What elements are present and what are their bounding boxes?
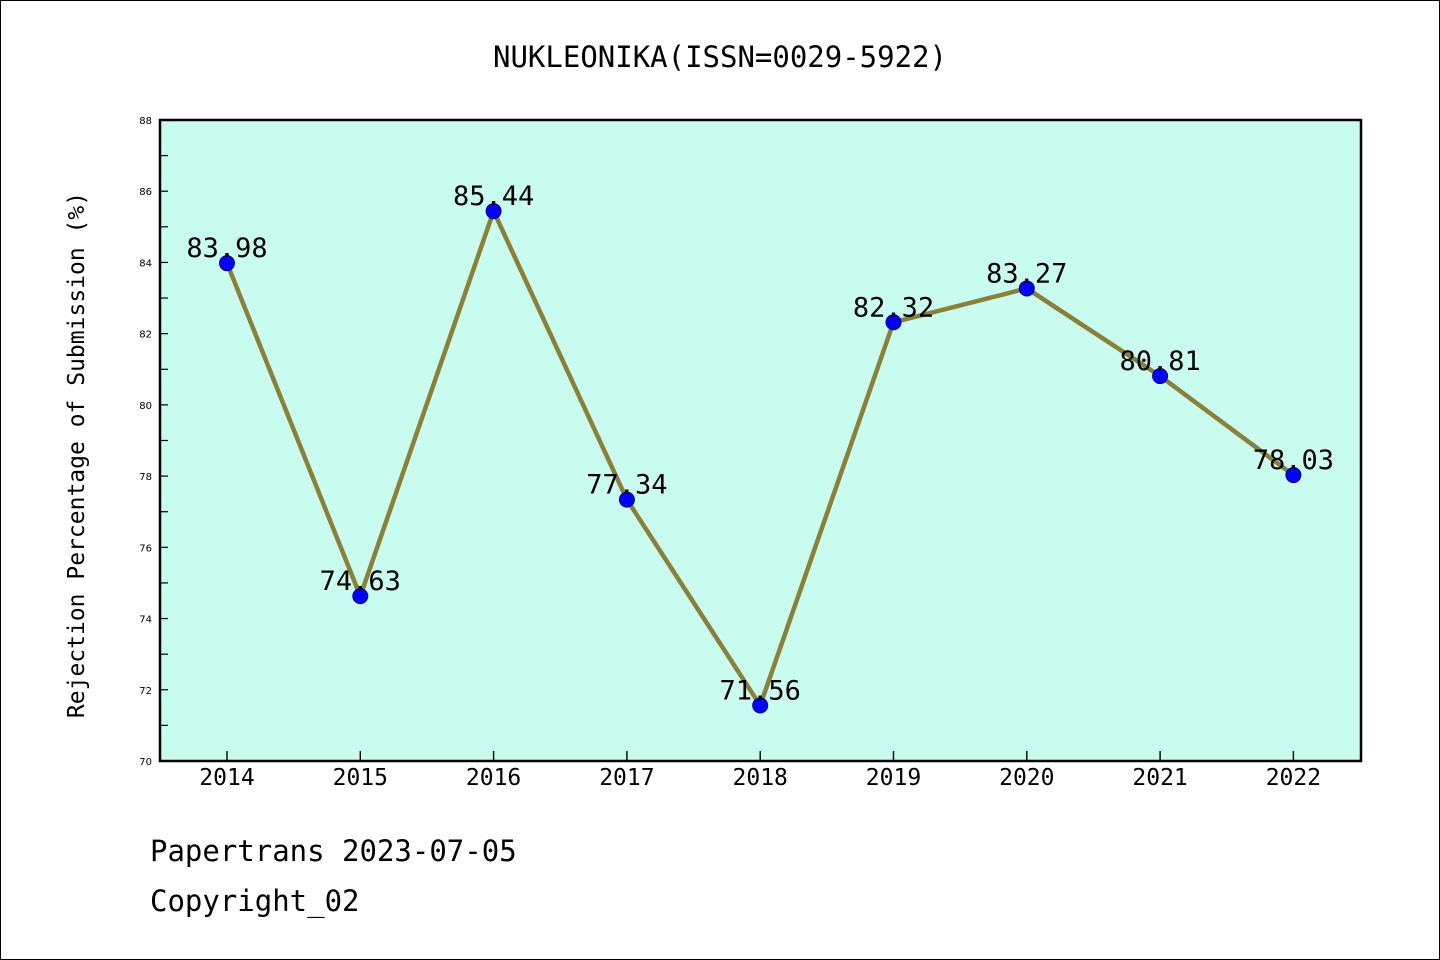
x-tick-label: 2020 (999, 765, 1054, 791)
y-axis: 70 72 74 76 78 80 82 84 86 88 (139, 116, 168, 768)
y-axis-label: Rejection Percentage of Submission (%) (64, 192, 90, 718)
y-tick-label: 78 (139, 472, 152, 483)
data-point (1018, 280, 1035, 297)
data-label: 85.44 (453, 181, 534, 212)
x-tick-label: 2017 (599, 765, 654, 791)
y-tick-label: 88 (139, 116, 152, 127)
data-label: 83.98 (186, 233, 267, 264)
y-tick-label: 86 (139, 187, 152, 198)
data-point (752, 697, 769, 714)
x-tick-label: 2019 (866, 765, 921, 791)
x-axis: 2014 2015 2016 2017 2018 2019 2020 2021 2022 (199, 751, 1321, 791)
y-tick-label: 80 (139, 401, 152, 412)
series-layer: 83.98 74.63 85.44 77.34 71.56 82.32 83.27 80.81… (186, 181, 1334, 714)
data-point (1285, 467, 1302, 484)
data-point (485, 203, 502, 220)
data-point (219, 255, 235, 272)
plot-area (158, 118, 1363, 763)
x-tick-label: 2014 (199, 765, 254, 791)
data-point (352, 588, 369, 605)
data-point (885, 314, 902, 331)
x-tick-label: 2021 (1132, 765, 1187, 791)
y-tick-label: 76 (139, 543, 152, 554)
data-point (618, 491, 635, 508)
y-tick-label: 70 (139, 757, 152, 768)
data-label: 71.56 (720, 675, 801, 706)
y-tick-label: 72 (139, 686, 152, 697)
x-tick-label: 2016 (466, 765, 521, 791)
y-tick-label: 84 (139, 258, 152, 269)
x-tick-label: 2022 (1266, 765, 1321, 791)
footer-copyright: Copyright_02 (150, 884, 360, 918)
data-point (1152, 368, 1169, 385)
y-tick-label: 74 (139, 615, 152, 626)
chart-title: NUKLEONIKA(ISSN=0029-5922) (493, 40, 947, 74)
x-tick-label: 2018 (733, 765, 788, 791)
y-tick-label: 82 (139, 330, 152, 341)
x-tick-label: 2015 (333, 765, 388, 791)
data-label: 80.81 (1119, 346, 1200, 377)
data-label: 82.32 (853, 292, 934, 323)
data-label: 83.27 (986, 258, 1067, 289)
data-label: 78.03 (1253, 445, 1334, 476)
data-label: 77.34 (586, 470, 667, 501)
footer-credit: Papertrans 2023-07-05 (150, 834, 517, 868)
data-label: 74.63 (320, 566, 401, 597)
